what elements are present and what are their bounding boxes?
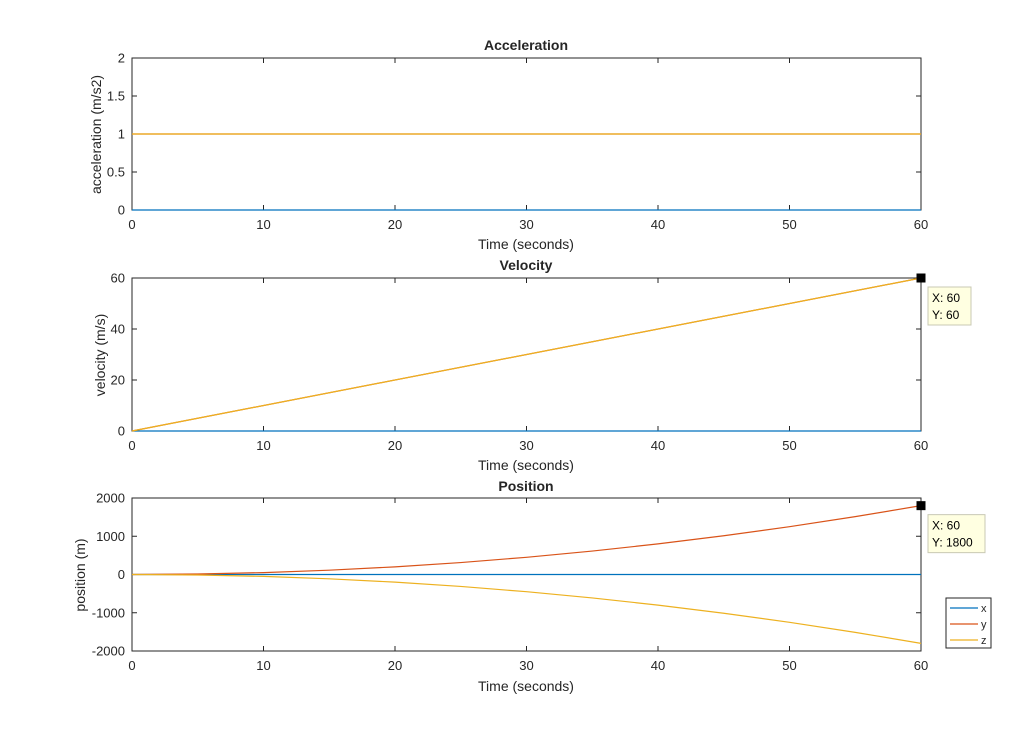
position-datatip-text: X: 60: [932, 519, 960, 533]
acceleration-xtick-label: 10: [256, 217, 270, 232]
velocity-title: Velocity: [500, 257, 553, 273]
position-series-line-y[interactable]: [131, 505, 922, 576]
acceleration-xlabel: Time (seconds): [478, 236, 574, 252]
position-xtick-label: 40: [651, 658, 665, 673]
velocity-xtick-label: 50: [782, 438, 796, 453]
acceleration-ytick-label: 1.5: [107, 89, 125, 104]
acceleration-ytick-label: 0: [118, 203, 125, 218]
acceleration-xtick-label: 40: [651, 217, 665, 232]
acceleration-xtick-label: 60: [914, 217, 928, 232]
position-series-line-z[interactable]: [131, 573, 922, 644]
velocity-ylabel: velocity (m/s): [92, 314, 108, 396]
acceleration-xtick-label: 0: [128, 217, 135, 232]
velocity-xtick-label: 40: [651, 438, 665, 453]
acceleration-ytick-label: 2: [118, 51, 125, 66]
position-xtick-label: 20: [388, 658, 402, 673]
velocity-ytick-label: 0: [118, 424, 125, 439]
velocity-datatip-box[interactable]: [927, 286, 972, 326]
acceleration-title: Acceleration: [484, 37, 568, 53]
velocity-datatip-text: X: 60: [932, 291, 960, 305]
position-ytick-label: -1000: [92, 605, 125, 620]
velocity-xtick-label: 0: [128, 438, 135, 453]
velocity-ytick-label: 20: [111, 373, 125, 388]
acceleration-plot[interactable]: Acceleration Time (seconds) acceleration…: [88, 37, 928, 252]
position-ytick-label: 2000: [96, 491, 125, 506]
position-xtick-label: 30: [519, 658, 533, 673]
acceleration-ytick-label: 0.5: [107, 165, 125, 180]
position-plot[interactable]: Position Time (seconds) position (m) 0 10…: [72, 478, 992, 694]
position-datatip-box[interactable]: [927, 514, 986, 554]
legend-entry-z: z: [981, 635, 987, 647]
position-xlabel: Time (seconds): [478, 678, 574, 694]
position-ylabel: position (m): [72, 538, 88, 611]
position-ytick-label: 0: [118, 567, 125, 582]
position-datatip-text: Y: 1800: [932, 536, 973, 550]
velocity-ytick-label: 60: [111, 271, 125, 286]
position-ytick-label: -2000: [92, 644, 125, 659]
position-xtick-label: 60: [914, 658, 928, 673]
position-xtick-label: 10: [256, 658, 270, 673]
legend-entry-x: x: [981, 603, 987, 615]
velocity-xtick-label: 10: [256, 438, 270, 453]
velocity-datatip-marker[interactable]: [916, 273, 926, 283]
position-ytick-label: 1000: [96, 529, 125, 544]
position-xtick-label: 0: [128, 658, 135, 673]
acceleration-ytick-label: 1: [118, 127, 125, 142]
velocity-datatip-text: Y: 60: [932, 308, 960, 322]
velocity-series-line-2[interactable]: [131, 277, 922, 432]
velocity-xtick-label: 30: [519, 438, 533, 453]
velocity-xtick-label: 20: [388, 438, 402, 453]
legend-entry-y: y: [981, 619, 987, 631]
acceleration-xtick-label: 20: [388, 217, 402, 232]
acceleration-xtick-label: 30: [519, 217, 533, 232]
acceleration-ylabel: acceleration (m/s2): [88, 75, 104, 194]
acceleration-xtick-label: 50: [782, 217, 796, 232]
position-datatip-marker[interactable]: [916, 501, 926, 511]
velocity-xlabel: Time (seconds): [478, 457, 574, 473]
velocity-xtick-label: 60: [914, 438, 928, 453]
position-xtick-label: 50: [782, 658, 796, 673]
velocity-plot[interactable]: Velocity Time (seconds) velocity (m/s) 0…: [92, 257, 972, 473]
velocity-ytick-label: 40: [111, 322, 125, 337]
position-title: Position: [498, 478, 553, 494]
